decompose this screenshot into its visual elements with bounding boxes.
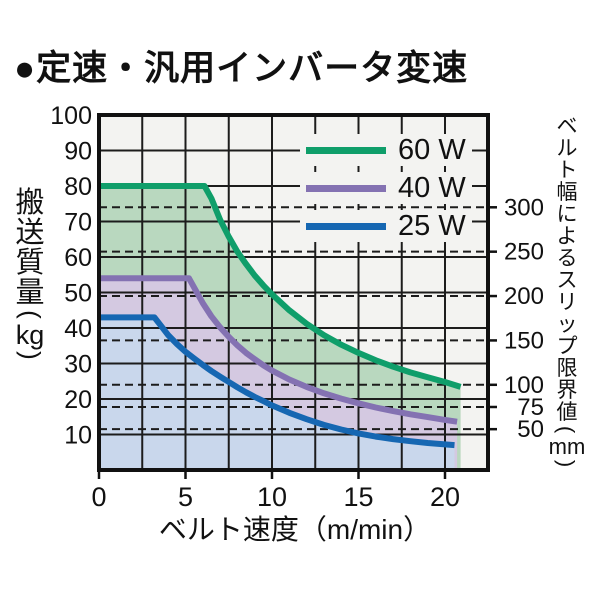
y-tick-label-80: 80 (64, 173, 92, 201)
axis-title-char: ベ (556, 115, 578, 138)
legend-swatch-40w (306, 184, 386, 192)
y2-axis-title: ベルト幅によるスリップ限界値(mm) (548, 115, 586, 469)
y-axis-title: 搬送質量(kg) (12, 188, 48, 362)
axis-title-char: 送 (15, 217, 45, 249)
x-tick-label-10: 10 (257, 482, 287, 512)
axis-title-char: 質 (15, 247, 45, 279)
axis-title-char: 値 (556, 401, 578, 424)
right-tick-label-250: 250 (504, 239, 544, 266)
axis-title-char: ル (556, 137, 578, 160)
y-tick-label-70: 70 (64, 209, 92, 237)
right-tick-label-75: 75 (517, 394, 544, 421)
axis-title-paren: ( (554, 425, 580, 434)
axis-title-char: 搬 (15, 187, 45, 219)
legend-label-40w: 40 W (398, 171, 466, 204)
axis-title-char: 限 (556, 357, 578, 380)
x-tick-label-5: 5 (178, 482, 193, 512)
right-tick-label-50: 50 (517, 416, 544, 443)
legend-item-60w: 60 W (300, 134, 472, 166)
axis-title-char: ッ (556, 313, 578, 336)
legend: 60 W 40 W 25 W (300, 134, 472, 242)
axis-title-char: 幅 (556, 181, 578, 204)
legend-swatch-25w (306, 222, 386, 230)
axis-title-char: る (556, 247, 578, 270)
legend-label-60w: 60 W (398, 133, 466, 166)
y-tick-label-50: 50 (64, 280, 92, 308)
x-tick-label-15: 15 (343, 482, 373, 512)
axis-title-char: に (556, 203, 578, 226)
axis-title-char: プ (556, 335, 578, 358)
y-tick-label-60: 60 (64, 244, 92, 272)
axis-title-unit: mm (548, 434, 586, 459)
axis-title-char: よ (556, 225, 578, 248)
right-tick-label-100: 100 (504, 372, 544, 399)
x-tick-label-20: 20 (430, 482, 460, 512)
x-tick-label-0: 0 (91, 482, 106, 512)
y-tick-label-20: 20 (64, 386, 92, 414)
legend-item-25w: 25 W (300, 210, 472, 242)
plot-border (97, 113, 490, 472)
axis-title-char: 界 (556, 379, 578, 402)
series-line-40w (99, 275, 458, 425)
axis-title-char: リ (556, 291, 578, 314)
axis-title-char: ト (556, 159, 578, 182)
legend-label-25w: 25 W (398, 209, 466, 242)
series-line-25w (99, 314, 455, 449)
y-tick-label-30: 30 (64, 351, 92, 379)
right-tick-label-150: 150 (504, 327, 544, 354)
axis-title-char: ス (556, 269, 578, 292)
axis-title-paren: ) (15, 351, 46, 360)
series-line-60w (99, 183, 462, 390)
x-axis-title: ベルト速度（m/min） (158, 514, 432, 545)
legend-swatch-60w (306, 146, 386, 154)
axis-title-unit: kg (15, 320, 45, 350)
right-tick-label-200: 200 (504, 283, 544, 310)
y-tick-label-90: 90 (64, 138, 92, 166)
y-tick-label-10: 10 (64, 422, 92, 450)
y-tick-label-100: 100 (50, 102, 92, 130)
right-tick-label-300: 300 (504, 194, 544, 221)
axis-title-paren: ( (15, 310, 46, 319)
axis-title-paren: ) (554, 459, 580, 468)
legend-item-40w: 40 W (300, 172, 472, 204)
page-title: ●定速・汎用インバータ変速 (14, 49, 469, 88)
axis-title-char: 量 (15, 277, 45, 309)
y-tick-label-40: 40 (64, 315, 92, 343)
